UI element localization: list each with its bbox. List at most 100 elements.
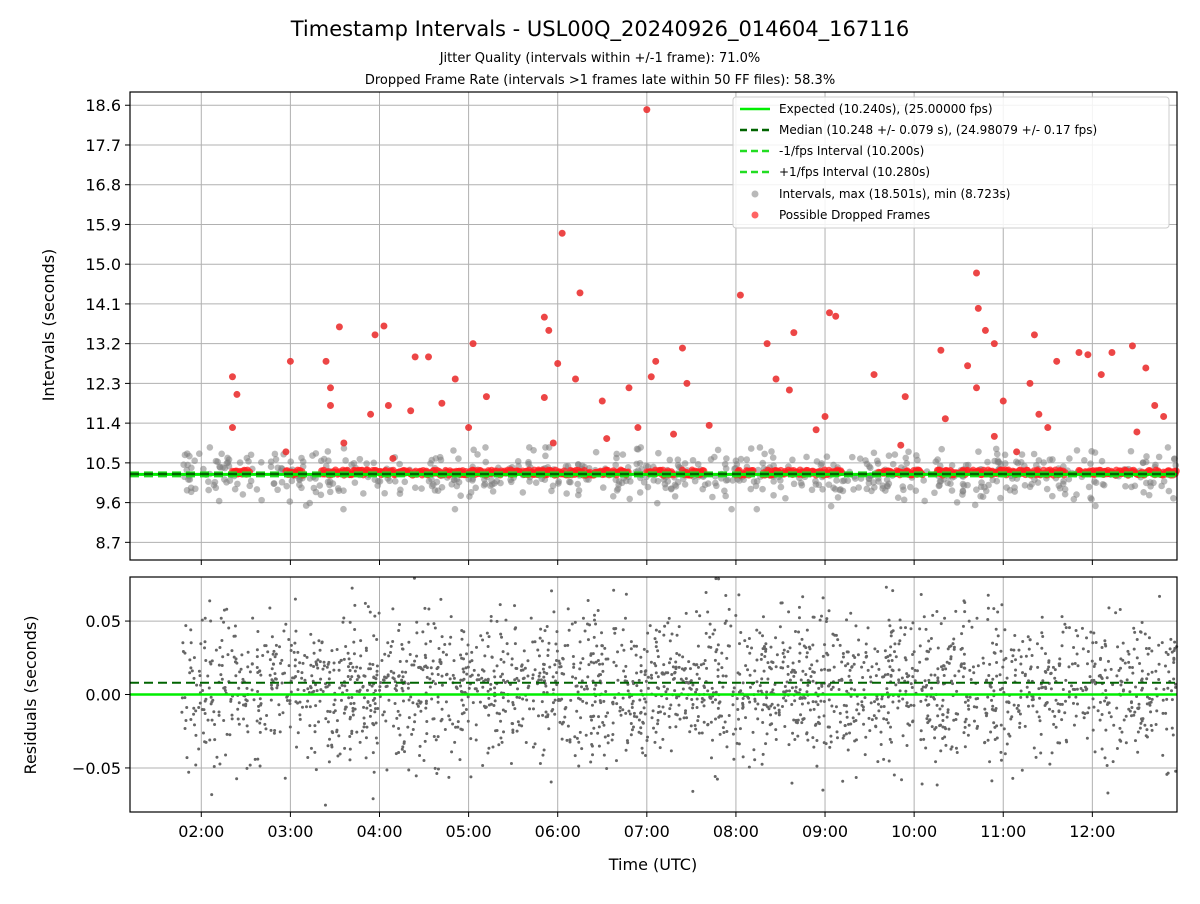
residual-point xyxy=(967,707,971,711)
residual-point xyxy=(569,698,573,702)
residual-point xyxy=(380,658,384,662)
residual-point xyxy=(273,728,277,732)
residual-point xyxy=(747,765,751,769)
interval-point xyxy=(953,499,961,506)
residual-point xyxy=(459,727,463,731)
residual-point xyxy=(392,671,396,675)
residual-point xyxy=(907,705,911,709)
residual-point xyxy=(1105,676,1109,680)
residual-point xyxy=(872,714,876,718)
residual-point xyxy=(658,630,662,634)
interval-point xyxy=(1001,460,1009,467)
residual-point xyxy=(425,675,429,679)
dropped-outlier-point xyxy=(282,448,290,456)
residual-point xyxy=(1019,655,1023,659)
residual-point xyxy=(497,743,501,747)
interval-point xyxy=(619,451,627,458)
residual-point xyxy=(337,668,341,672)
residual-point xyxy=(1098,700,1102,704)
residual-point xyxy=(697,677,701,681)
residual-point xyxy=(700,731,704,735)
residual-point xyxy=(503,681,507,685)
top-ytick-label: 15.9 xyxy=(85,215,121,234)
residual-point xyxy=(823,643,827,647)
residual-point xyxy=(378,695,382,699)
residual-point xyxy=(831,685,835,689)
residual-point xyxy=(314,768,318,772)
interval-point xyxy=(818,460,825,467)
residual-point xyxy=(589,731,593,735)
residual-point xyxy=(649,673,653,677)
residual-point xyxy=(273,677,277,681)
residual-point xyxy=(897,699,901,703)
residual-point xyxy=(722,730,726,734)
residual-point xyxy=(793,630,797,634)
residual-point xyxy=(323,803,327,807)
residual-point xyxy=(614,664,618,668)
residual-point xyxy=(1027,647,1031,651)
residual-point xyxy=(421,630,425,634)
residual-point xyxy=(499,658,503,662)
residual-point xyxy=(808,708,812,712)
residual-point xyxy=(310,674,314,678)
residual-point xyxy=(415,702,419,706)
residual-point xyxy=(723,621,727,625)
residual-point xyxy=(302,688,306,692)
residual-point xyxy=(577,764,581,768)
interval-point xyxy=(902,454,910,462)
residual-point xyxy=(388,650,392,654)
interval-point xyxy=(455,455,462,462)
residual-point xyxy=(663,624,667,628)
residual-point xyxy=(748,651,752,655)
residual-point xyxy=(1036,665,1040,669)
residual-point xyxy=(386,674,390,678)
residual-point xyxy=(721,674,725,678)
residual-point xyxy=(521,668,525,672)
residual-point xyxy=(875,662,879,666)
residual-point xyxy=(876,702,880,706)
residual-point xyxy=(581,657,585,661)
residual-point xyxy=(1021,671,1025,675)
residual-point xyxy=(220,639,224,643)
residual-point xyxy=(942,674,946,678)
residual-point xyxy=(797,605,801,609)
residual-point xyxy=(436,673,440,677)
residual-point xyxy=(237,701,241,705)
residual-point xyxy=(769,704,773,708)
residual-point xyxy=(824,742,828,746)
residual-point xyxy=(436,695,440,699)
residual-point xyxy=(805,651,809,655)
residual-point xyxy=(269,728,273,732)
dropped-outlier-point xyxy=(683,379,691,387)
residual-point xyxy=(812,670,816,674)
top-ytick-label: 17.7 xyxy=(85,136,121,155)
dropped-outlier-point xyxy=(554,360,562,368)
interval-point xyxy=(451,505,459,513)
residual-point xyxy=(804,646,808,650)
residual-point xyxy=(345,688,349,692)
residual-point xyxy=(702,662,706,666)
residual-point xyxy=(800,696,804,700)
interval-point xyxy=(812,477,819,485)
residual-point xyxy=(604,690,608,694)
interval-point xyxy=(681,481,689,488)
residual-point xyxy=(375,669,379,673)
residual-point xyxy=(911,653,915,657)
residual-point xyxy=(318,648,322,652)
residual-point xyxy=(883,649,887,653)
residual-point xyxy=(735,741,739,745)
residual-point xyxy=(537,654,541,658)
residual-point xyxy=(720,666,724,670)
residual-point xyxy=(652,726,656,730)
residual-point xyxy=(223,686,227,690)
residual-point xyxy=(287,664,291,668)
residual-point xyxy=(425,732,429,736)
residual-point xyxy=(364,648,368,652)
interval-point xyxy=(789,456,796,464)
residual-point xyxy=(764,703,768,707)
interval-point xyxy=(991,457,998,465)
residual-point xyxy=(511,730,515,734)
residual-point xyxy=(675,651,679,655)
interval-point xyxy=(912,487,920,495)
